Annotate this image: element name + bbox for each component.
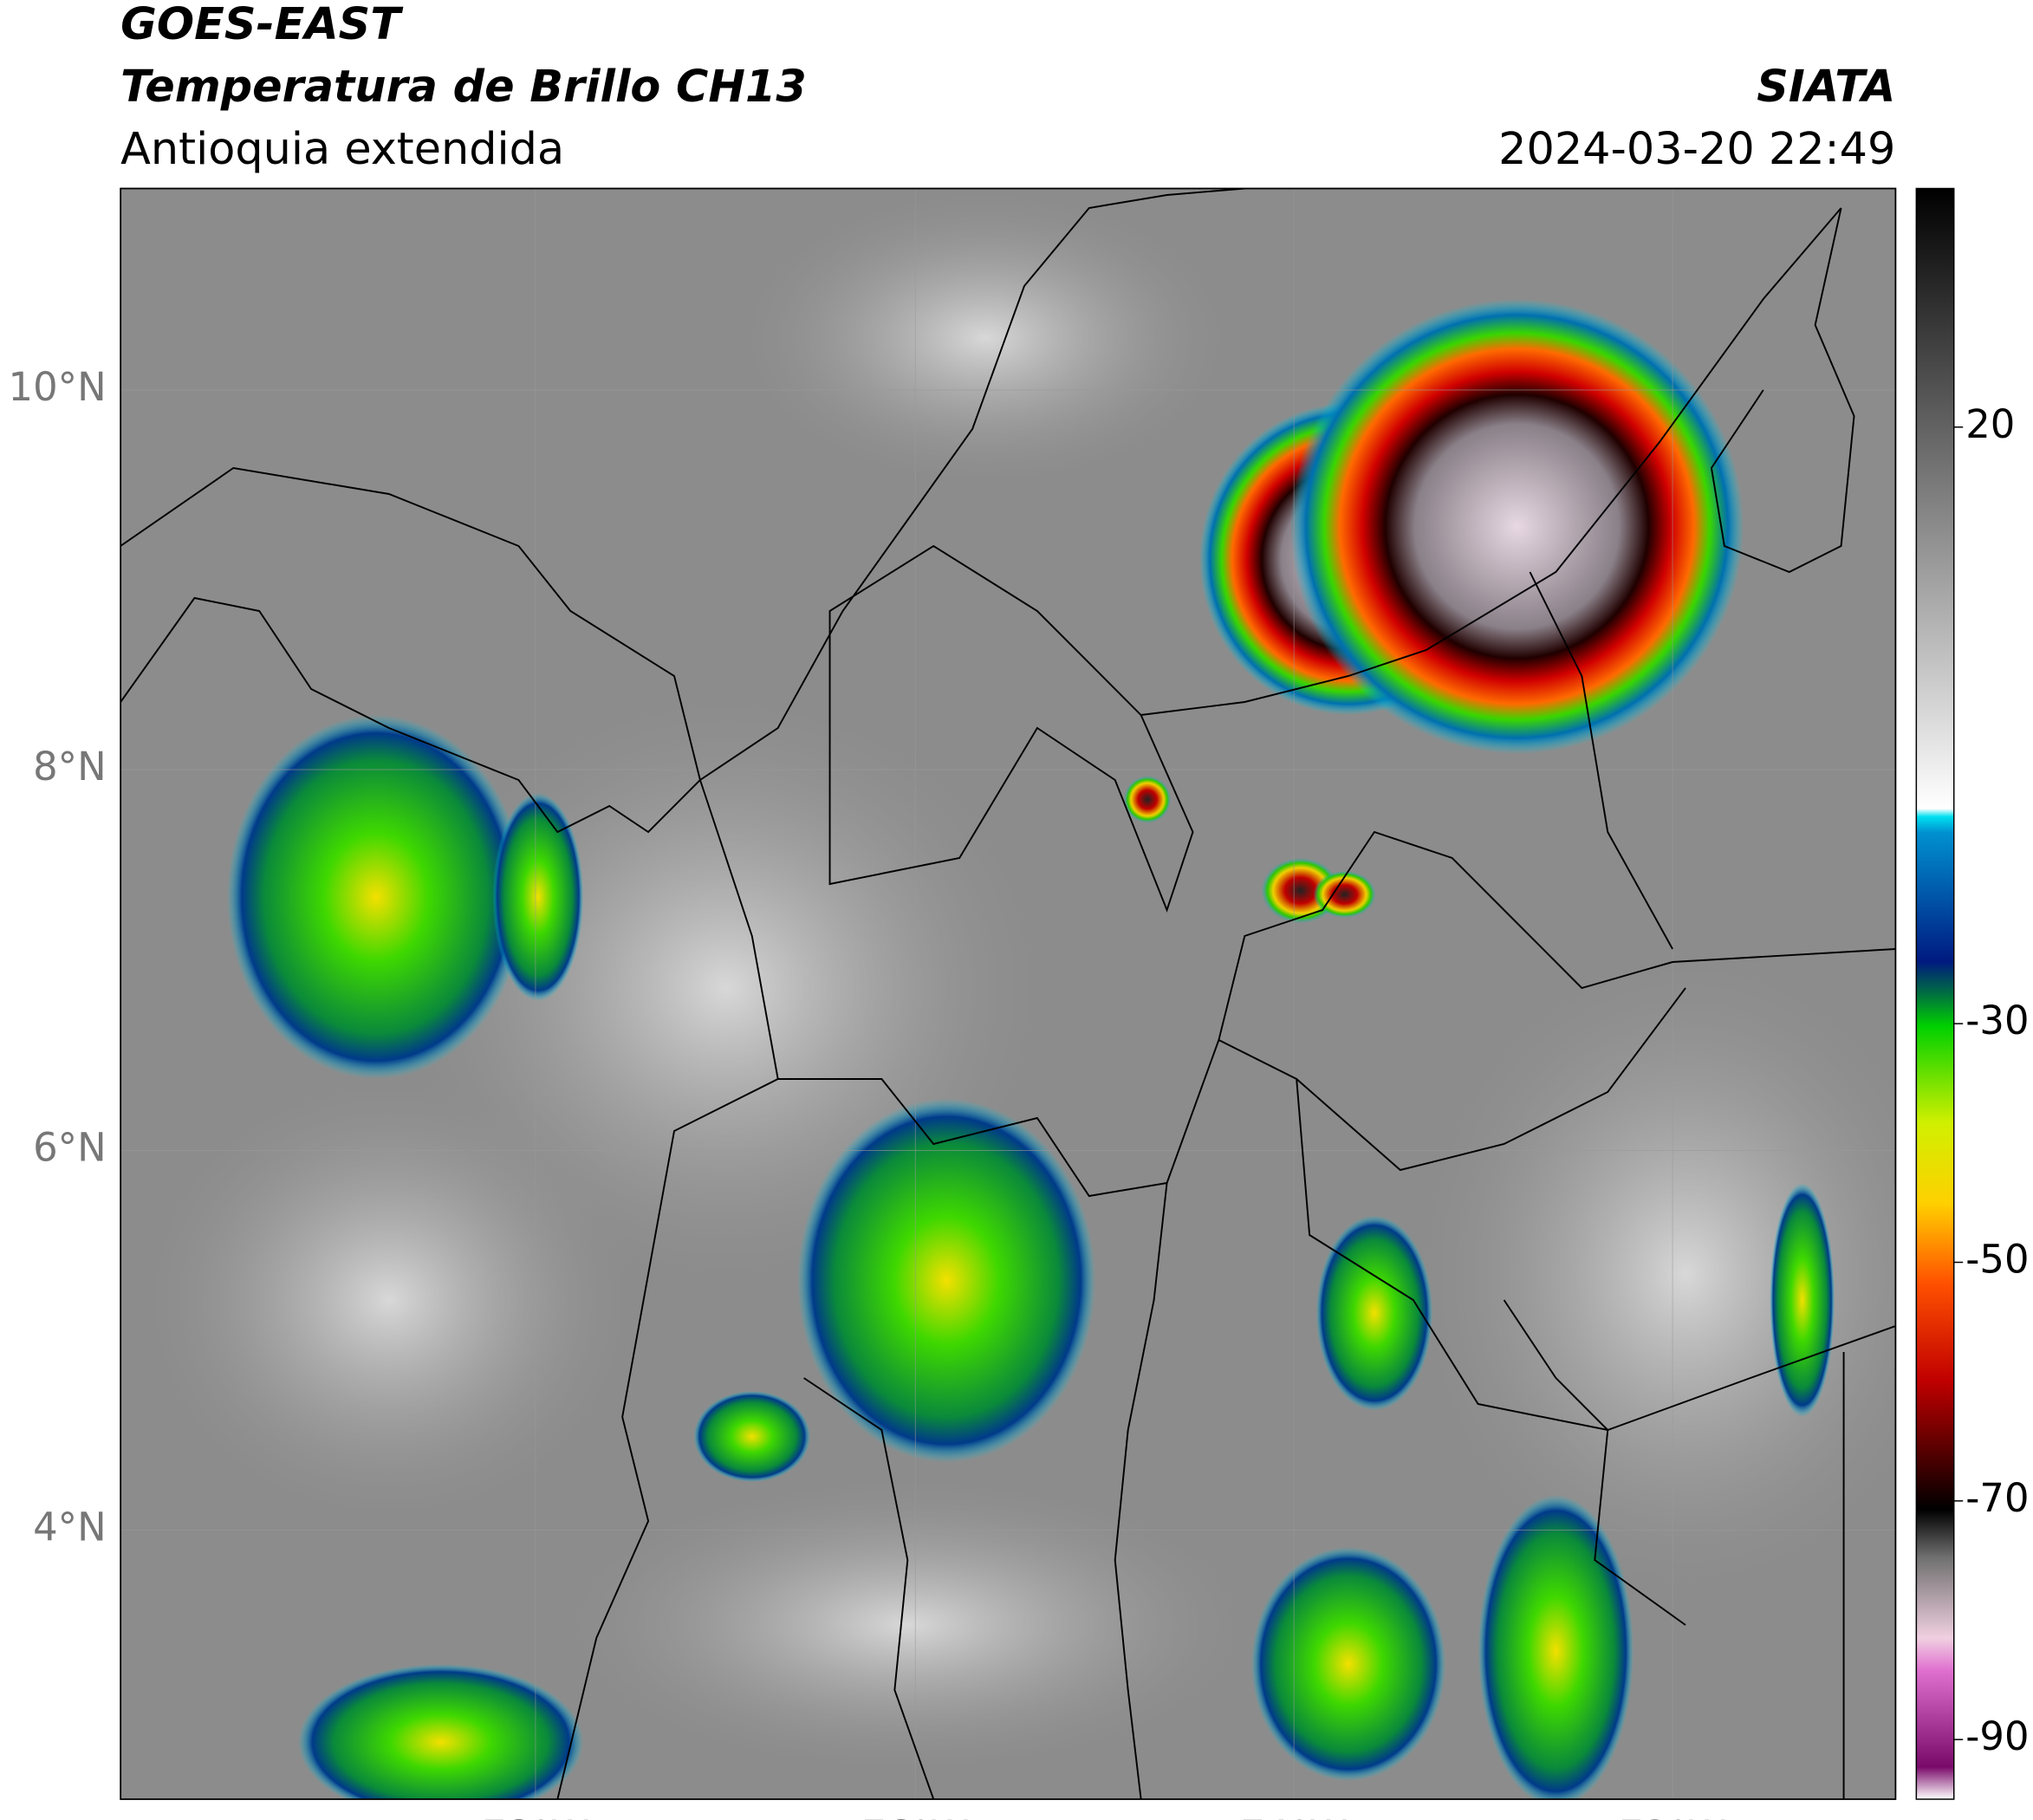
datetime: 2024-03-20 22:49: [1498, 124, 1895, 175]
colorbar: [1915, 187, 1955, 1800]
lon-label: 78°W: [482, 1812, 589, 1820]
lat-label: 6°N: [33, 1124, 107, 1170]
colorbar-tick-label: -30: [1965, 998, 2029, 1043]
colorbar-tick-label: -70: [1965, 1475, 2029, 1521]
lat-label: 8°N: [33, 744, 107, 790]
lat-label: 10°N: [9, 364, 107, 410]
lon-label: 72°W: [1619, 1812, 1726, 1820]
lon-label: 74°W: [1240, 1812, 1348, 1820]
title: GOES-EAST: [120, 0, 404, 50]
subtitle: Temperatura de Brillo CH13: [120, 62, 807, 113]
satellite-map: [120, 188, 1896, 1799]
colorbar-tick-label: 20: [1965, 401, 2015, 447]
lon-label: 76°W: [861, 1812, 969, 1820]
lat-label: 4°N: [33, 1504, 107, 1550]
map-frame: [120, 187, 1897, 1800]
colorbar-tick-label: -50: [1965, 1236, 2029, 1282]
region: Antioquia extendida: [120, 124, 564, 175]
source: SIATA: [1757, 62, 1895, 113]
colorbar-tick-label: -90: [1965, 1713, 2029, 1759]
